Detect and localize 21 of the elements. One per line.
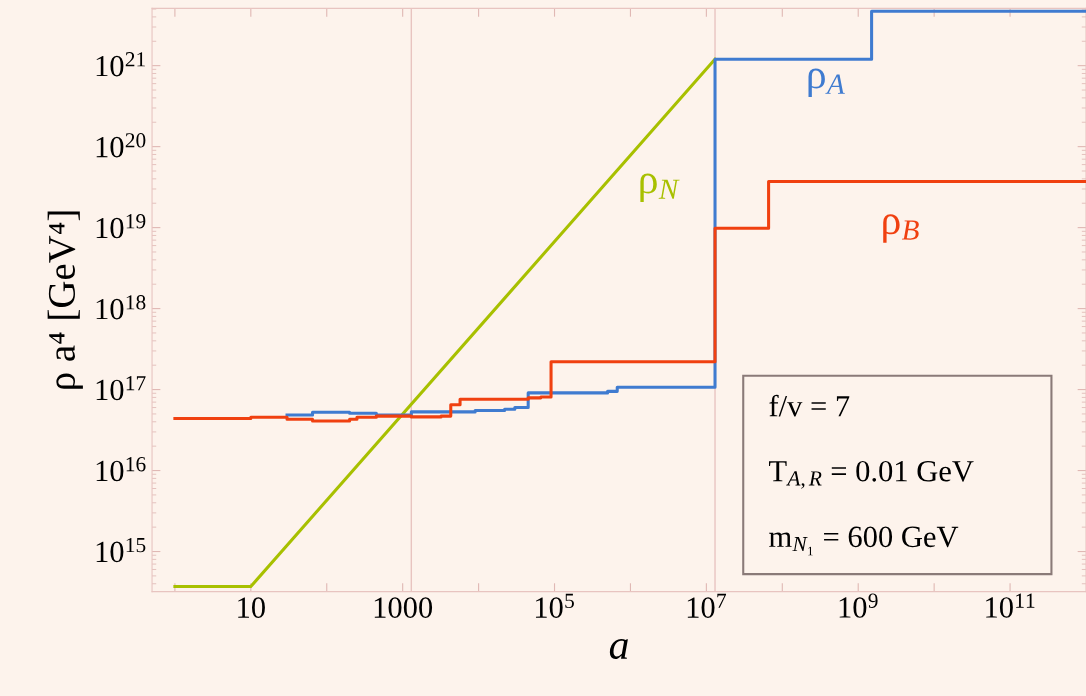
series-label: ρ$_{N}$ bbox=[640, 173, 680, 202]
x-tick-label: 1000 bbox=[374, 597, 433, 618]
y-tick-label: 10$^{16}$ bbox=[96, 457, 146, 482]
y-tick-label: 10$^{21}$ bbox=[96, 52, 145, 77]
x-tick-label: 10$^{9}$ bbox=[839, 593, 878, 618]
annotation: m$_{N₁}$ = 600 GeV bbox=[769, 526, 959, 556]
annotation: f/v = 7 bbox=[769, 394, 850, 417]
series-label: ρ$_{A}$ bbox=[808, 68, 845, 97]
y-axis-title: ρ a⁴ [GeV⁴] bbox=[47, 211, 83, 389]
y-tick-label: 10$^{17}$ bbox=[96, 376, 146, 401]
annotation: T$_{A,R}$ = 0.01 GeV bbox=[769, 460, 974, 489]
y-tick-label: 10$^{18}$ bbox=[96, 295, 146, 320]
x-tick-label: 10$^{7}$ bbox=[687, 593, 727, 618]
x-axis-title: a bbox=[609, 639, 628, 660]
y-tick-label: 10$^{19}$ bbox=[96, 214, 146, 239]
x-tick-label: 10$^{11}$ bbox=[986, 593, 1035, 618]
y-tick-label: 10$^{20}$ bbox=[96, 133, 146, 158]
y-tick-label: 10$^{15}$ bbox=[96, 537, 146, 563]
series-label: ρ$_{B}$ bbox=[883, 214, 919, 243]
x-tick-label: 10 bbox=[238, 597, 265, 618]
x-tick-label: 10$^{5}$ bbox=[535, 593, 574, 618]
